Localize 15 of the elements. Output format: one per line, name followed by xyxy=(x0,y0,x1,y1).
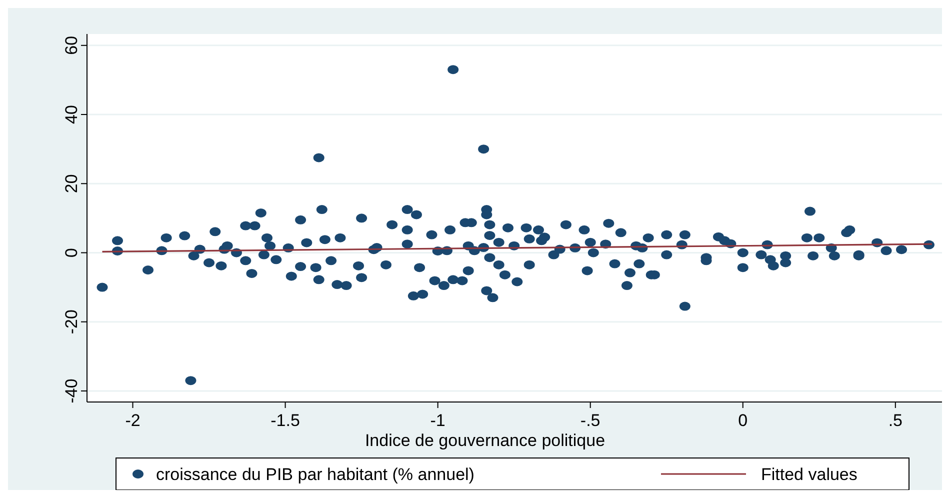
x-tick-label: -1.5 xyxy=(270,411,300,430)
y-tick-label: 0 xyxy=(62,248,81,258)
y-tick-label: 60 xyxy=(62,36,81,55)
x-axis-title: Indice de gouvernance politique xyxy=(364,431,606,450)
x-tick-label: 0 xyxy=(738,411,748,430)
y-tick-label: 20 xyxy=(62,174,81,194)
y-tick-label: 40 xyxy=(62,105,81,124)
x-tick-label: -.5 xyxy=(580,411,600,430)
x-tick-label: -2 xyxy=(125,411,140,430)
legend-label: croissance du PIB par habitant (% annuel) xyxy=(156,465,474,484)
legend-label: Fitted values xyxy=(761,465,858,484)
x-tick-label: .5 xyxy=(888,411,903,430)
y-tick-label: -20 xyxy=(62,310,81,334)
y-tick-label: -40 xyxy=(62,378,81,404)
x-tick-label: -1 xyxy=(430,411,446,430)
